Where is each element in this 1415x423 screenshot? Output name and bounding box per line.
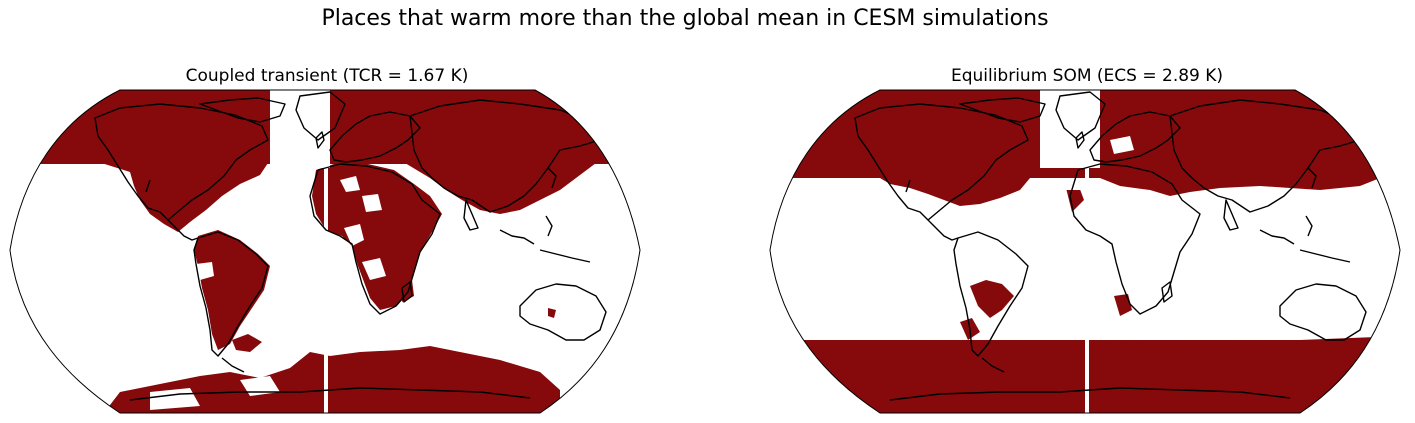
panel-title-left: Coupled transient (TCR = 1.67 K) (185, 66, 469, 86)
map-right-border (769, 89, 1401, 414)
map-right (770, 90, 1400, 413)
panel-title-right: Equilibrium SOM (ECS = 2.89 K) (950, 66, 1224, 86)
figure-title: Places that warm more than the global me… (321, 6, 1049, 31)
map-left (10, 90, 640, 413)
map-left-border (9, 89, 641, 414)
